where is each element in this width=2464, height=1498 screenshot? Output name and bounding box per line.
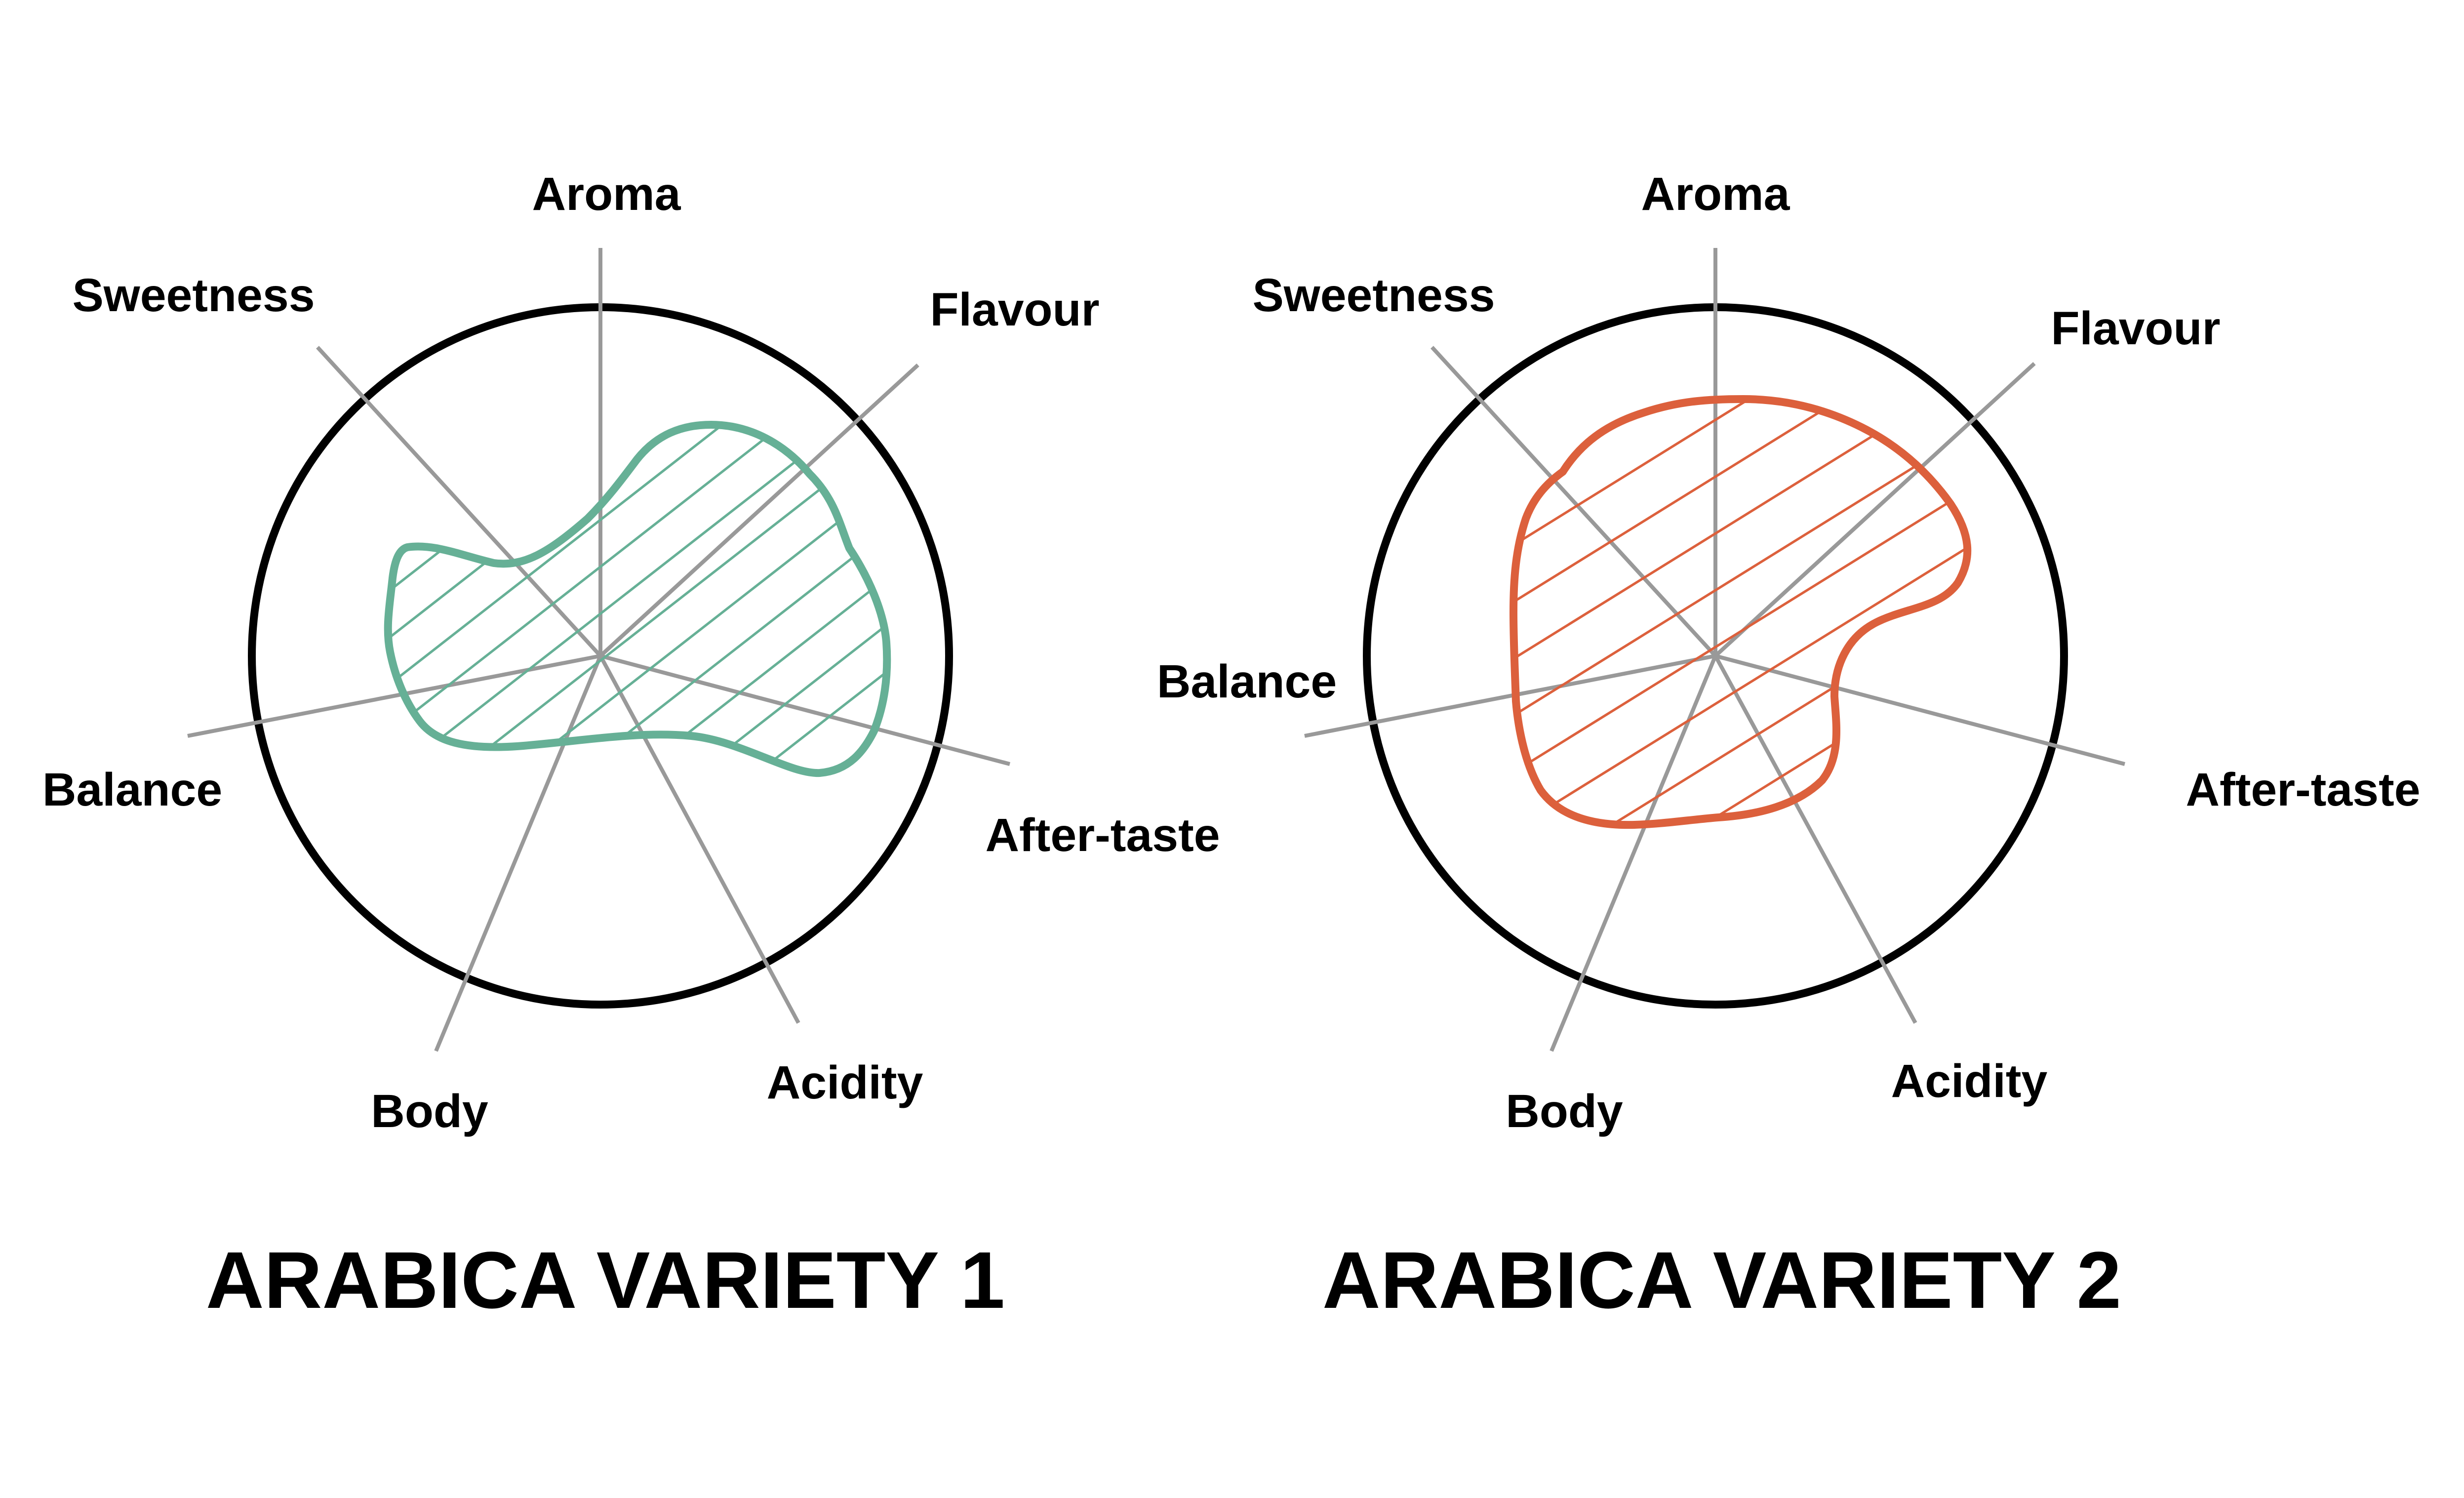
variety-2-diagram: Aroma Flavour After-taste Acidity Body B… <box>1157 0 2421 1325</box>
variety-2-label-after-taste: After-taste <box>2186 764 2420 816</box>
variety-2-hatch-line <box>1513 454 1968 809</box>
variety-1-axes <box>187 248 1011 1052</box>
variety-1-axis-after-taste <box>599 654 1011 766</box>
variety-1-axis-sweetness <box>316 346 602 657</box>
variety-2-label-balance: Balance <box>1157 655 1337 708</box>
variety-1-axis-acidity <box>598 655 800 1024</box>
variety-2-axis-acidity <box>1713 655 1917 1024</box>
variety-2-hatch-line <box>1513 567 1968 825</box>
variety-1-label-balance: Balance <box>42 764 222 816</box>
variety-1-label-after-taste: After-taste <box>985 809 1220 861</box>
variety-2-axis-sweetness <box>1431 346 1717 657</box>
variety-1-hatch-line <box>388 631 887 773</box>
variety-1-hatch-line <box>388 425 887 532</box>
variety-2-label-aroma: Aroma <box>1641 168 1790 220</box>
variety-1-axis-flavour <box>599 364 919 657</box>
variety-2-label-body: Body <box>1506 1085 1623 1137</box>
variety-2-hatch-line <box>1513 399 1968 468</box>
variety-2-hatch-line <box>1513 399 1968 695</box>
variety-2-axes <box>1304 248 2126 1052</box>
variety-2-label-flavour: Flavour <box>2051 302 2220 355</box>
variety-2-axis-balance <box>1304 654 1716 738</box>
variety-1-diagram: Aroma Flavour After-taste Acidity Body B… <box>42 0 1220 1325</box>
variety-1-hatch-line <box>388 425 887 767</box>
variety-2-hatch-line <box>1513 399 1968 639</box>
variety-2-axis-after-taste <box>1714 654 2126 766</box>
variety-1-profile-outline <box>384 421 891 777</box>
variety-1-hatch-line <box>388 425 887 673</box>
variety-1-label-aroma: Aroma <box>532 168 681 220</box>
variety-2-title: ARABICA VARIETY 2 <box>1322 1235 2121 1325</box>
variety-1-label-sweetness: Sweetness <box>72 269 315 322</box>
variety-2-hatch-line <box>1457 0 2025 296</box>
variety-1-axis-body <box>434 655 602 1052</box>
variety-1-hatch-line <box>388 425 887 773</box>
variety-2-profile-outline <box>1510 395 1972 829</box>
variety-1-hatch-line <box>388 584 887 773</box>
variety-1-hatch-line <box>346 0 938 296</box>
variety-1-hatch-line <box>388 443 887 773</box>
variety-2-label-sweetness: Sweetness <box>1252 269 1495 322</box>
variety-1-hatch-line <box>388 490 887 773</box>
variety-2-hatch-line <box>1513 399 1968 525</box>
variety-1-hatch-line <box>388 537 887 773</box>
variety-2-hatch-line <box>1513 399 1968 582</box>
variety-1-label-acidity: Acidity <box>767 1056 923 1109</box>
variety-2-hatch-line <box>1513 681 1968 825</box>
variety-1-hatch-line <box>388 425 887 720</box>
variety-1-label-body: Body <box>371 1085 488 1137</box>
variety-1-title: ARABICA VARIETY 1 <box>206 1235 1005 1325</box>
variety-1-axis-balance <box>187 654 601 738</box>
variety-2-axis-flavour <box>1714 362 2036 657</box>
variety-1-hatch-line <box>388 425 887 773</box>
variety-2-label-acidity: Acidity <box>1891 1055 2048 1107</box>
variety-1-profile <box>346 0 938 777</box>
variety-1-label-flavour: Flavour <box>930 283 1099 336</box>
